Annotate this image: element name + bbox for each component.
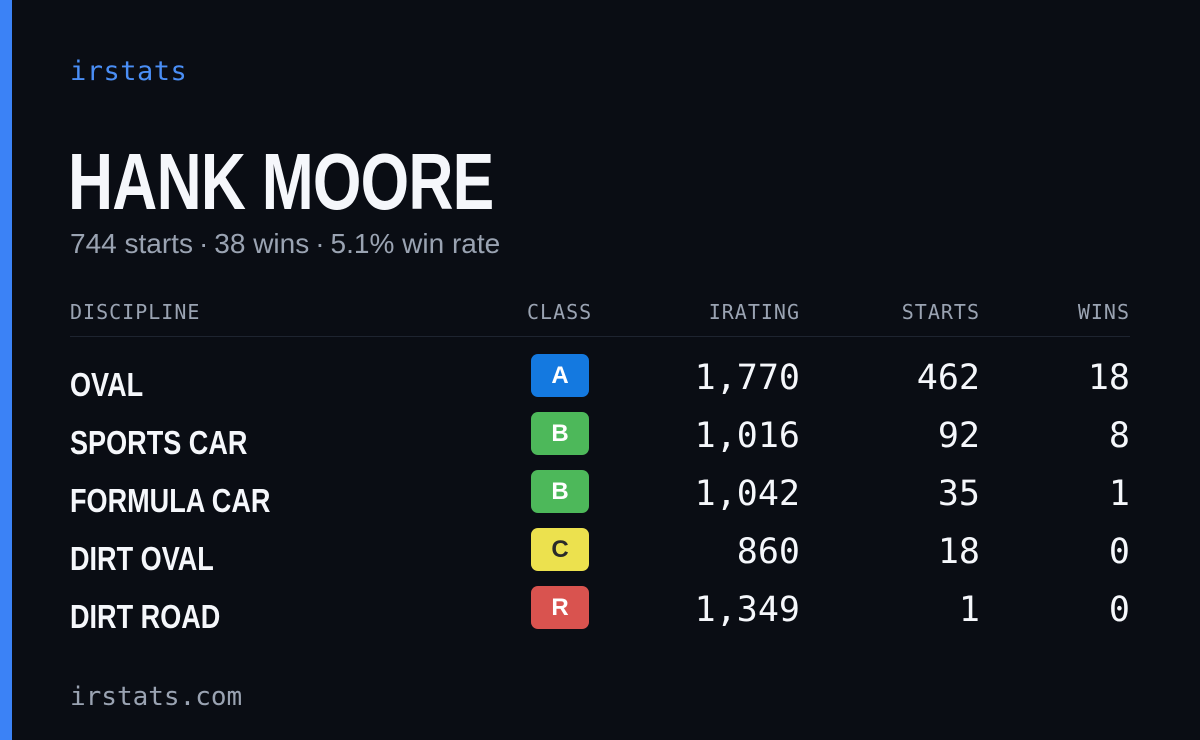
class-badge: R bbox=[531, 586, 589, 629]
starts-value: 35 bbox=[937, 474, 980, 514]
irating-value: 1,016 bbox=[694, 416, 800, 456]
wins-value: 0 bbox=[1108, 590, 1130, 630]
irating-value: 860 bbox=[736, 532, 800, 572]
table-row: DIRT OVAL C 860 18 0 bbox=[0, 528, 1200, 586]
starts-value: 92 bbox=[937, 416, 980, 456]
driver-summary: 744 starts · 38 wins · 5.1% win rate bbox=[70, 228, 500, 260]
header-irating: IRATING bbox=[708, 300, 800, 324]
brand-logo: irstats bbox=[70, 56, 188, 87]
irating-value: 1,770 bbox=[694, 358, 800, 398]
summary-separator: · bbox=[315, 228, 325, 259]
discipline-name: DIRT ROAD bbox=[70, 598, 221, 635]
driver-name: HANK MOORE bbox=[68, 137, 494, 226]
discipline-name: OVAL bbox=[70, 366, 144, 403]
summary-separator: · bbox=[198, 228, 209, 259]
table-row: FORMULA CAR B 1,042 35 1 bbox=[0, 470, 1200, 528]
summary-wins: 38 wins bbox=[214, 228, 310, 259]
table-row: DIRT ROAD R 1,349 1 0 bbox=[0, 586, 1200, 644]
class-badge: B bbox=[531, 470, 589, 513]
starts-value: 18 bbox=[937, 532, 980, 572]
wins-value: 1 bbox=[1108, 474, 1130, 514]
starts-value: 1 bbox=[958, 590, 980, 630]
header-discipline: DISCIPLINE bbox=[70, 300, 201, 324]
header-class: CLASS bbox=[527, 300, 593, 324]
discipline-name: FORMULA CAR bbox=[70, 482, 271, 519]
class-badge: B bbox=[531, 412, 589, 455]
starts-value: 462 bbox=[916, 358, 980, 398]
header-divider bbox=[70, 336, 1130, 337]
accent-bar bbox=[0, 0, 12, 740]
wins-value: 18 bbox=[1087, 358, 1130, 398]
summary-starts: 744 starts bbox=[70, 228, 193, 259]
table-row: OVAL A 1,770 462 18 bbox=[0, 354, 1200, 412]
discipline-name: SPORTS CAR bbox=[70, 424, 248, 461]
class-badge: C bbox=[531, 528, 589, 571]
table-row: SPORTS CAR B 1,016 92 8 bbox=[0, 412, 1200, 470]
header-starts: STARTS bbox=[901, 300, 980, 324]
class-badge: A bbox=[531, 354, 589, 397]
footer-url: irstats.com bbox=[70, 682, 243, 712]
wins-value: 8 bbox=[1108, 416, 1130, 456]
irating-value: 1,349 bbox=[694, 590, 800, 630]
wins-value: 0 bbox=[1108, 532, 1130, 572]
irating-value: 1,042 bbox=[694, 474, 800, 514]
discipline-name: DIRT OVAL bbox=[70, 540, 214, 577]
header-wins: WINS bbox=[1077, 300, 1130, 324]
summary-win-rate: 5.1% win rate bbox=[330, 228, 501, 259]
